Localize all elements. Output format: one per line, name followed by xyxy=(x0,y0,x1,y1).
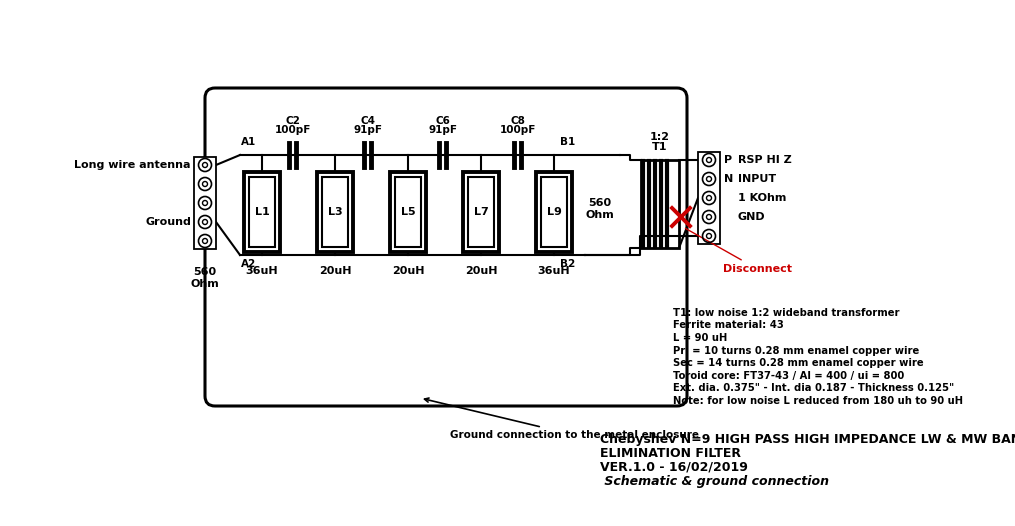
Text: Ground connection to the metal enclosure: Ground connection to the metal enclosure xyxy=(424,398,699,440)
Text: L9: L9 xyxy=(546,207,561,217)
Text: C8: C8 xyxy=(511,116,526,126)
Text: GND: GND xyxy=(738,212,765,222)
Text: Toroid core: FT37-43 / Al = 400 / ui = 800: Toroid core: FT37-43 / Al = 400 / ui = 8… xyxy=(673,370,904,380)
Text: C2: C2 xyxy=(285,116,300,126)
Text: L5: L5 xyxy=(401,207,415,217)
Bar xyxy=(317,172,353,252)
Text: 560
Ohm: 560 Ohm xyxy=(191,267,219,289)
Text: B1: B1 xyxy=(560,137,576,147)
Text: Ground: Ground xyxy=(145,217,191,227)
Text: INPUT: INPUT xyxy=(738,174,776,184)
Text: RSP HI Z: RSP HI Z xyxy=(738,155,792,165)
Bar xyxy=(536,172,572,252)
Text: P: P xyxy=(724,155,732,165)
Text: Chebyshev N=9 HIGH PASS HIGH IMPEDANCE LW & MW BAND: Chebyshev N=9 HIGH PASS HIGH IMPEDANCE L… xyxy=(600,433,1015,446)
Text: B2: B2 xyxy=(560,259,576,269)
Text: 100pF: 100pF xyxy=(499,125,536,135)
Bar xyxy=(698,152,720,244)
Text: L7: L7 xyxy=(474,207,488,217)
Text: L1: L1 xyxy=(255,207,269,217)
Text: 1:2: 1:2 xyxy=(650,132,670,142)
Text: Sec = 14 turns 0.28 mm enamel copper wire: Sec = 14 turns 0.28 mm enamel copper wir… xyxy=(673,358,924,368)
Text: 20uH: 20uH xyxy=(319,266,351,276)
Text: 20uH: 20uH xyxy=(465,266,497,276)
Text: 36uH: 36uH xyxy=(246,266,278,276)
Text: Ext. dia. 0.375" - Int. dia 0.187 - Thickness 0.125": Ext. dia. 0.375" - Int. dia 0.187 - Thic… xyxy=(673,383,954,393)
Text: Pri = 10 turns 0.28 mm enamel copper wire: Pri = 10 turns 0.28 mm enamel copper wir… xyxy=(673,346,920,356)
Text: Ferrite material: 43: Ferrite material: 43 xyxy=(673,320,784,330)
Text: Note: for low noise L reduced from 180 uh to 90 uH: Note: for low noise L reduced from 180 u… xyxy=(673,396,963,406)
Text: N: N xyxy=(724,174,733,184)
Bar xyxy=(395,177,421,247)
Text: Disconnect: Disconnect xyxy=(685,228,792,274)
Text: Long wire antenna: Long wire antenna xyxy=(74,160,191,170)
Text: Schematic & ground connection: Schematic & ground connection xyxy=(600,475,829,488)
FancyBboxPatch shape xyxy=(205,88,687,406)
Bar xyxy=(194,157,216,249)
Text: C6: C6 xyxy=(435,116,451,126)
Text: 91pF: 91pF xyxy=(353,125,383,135)
Bar xyxy=(244,172,280,252)
Text: 91pF: 91pF xyxy=(428,125,458,135)
Text: 1 KOhm: 1 KOhm xyxy=(738,193,787,203)
Bar xyxy=(463,172,499,252)
Text: 560
Ohm: 560 Ohm xyxy=(586,198,614,220)
Text: L = 90 uH: L = 90 uH xyxy=(673,333,728,343)
Bar xyxy=(468,177,494,247)
Text: T1: low noise 1:2 wideband transformer: T1: low noise 1:2 wideband transformer xyxy=(673,308,899,318)
Text: 20uH: 20uH xyxy=(392,266,424,276)
Text: 100pF: 100pF xyxy=(275,125,312,135)
Text: C4: C4 xyxy=(360,116,376,126)
Text: A1: A1 xyxy=(241,137,256,147)
Text: ELIMINATION FILTER: ELIMINATION FILTER xyxy=(600,447,741,460)
Text: L3: L3 xyxy=(328,207,342,217)
Text: 36uH: 36uH xyxy=(538,266,570,276)
Bar xyxy=(541,177,567,247)
Text: A2: A2 xyxy=(241,259,256,269)
Bar xyxy=(322,177,348,247)
Bar xyxy=(249,177,275,247)
Text: VER.1.0 - 16/02/2019: VER.1.0 - 16/02/2019 xyxy=(600,461,748,474)
Bar xyxy=(641,160,679,248)
Bar xyxy=(390,172,426,252)
Text: T1: T1 xyxy=(653,142,668,152)
